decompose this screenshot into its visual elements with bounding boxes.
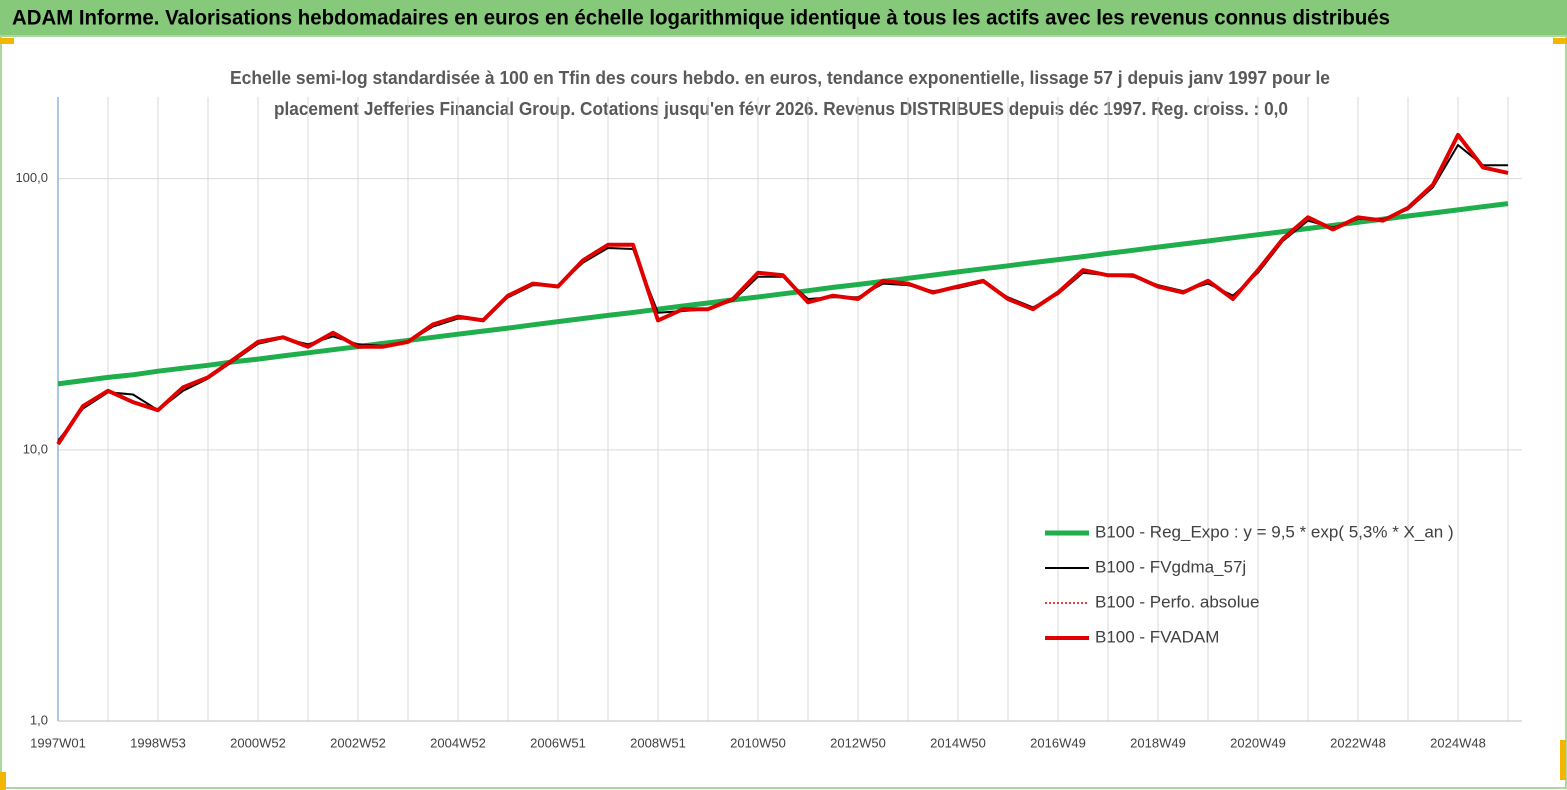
corner: [1560, 740, 1566, 780]
series-line: [57, 201, 1509, 387]
x-tick-label: 2008W51: [630, 735, 686, 750]
x-tick-label: 2004W52: [430, 735, 486, 750]
legend-label: B100 - FVADAM: [1095, 627, 1219, 646]
corner: [0, 38, 14, 44]
subtitle: Echelle semi-log standardisée à 100 en T…: [230, 68, 1330, 88]
x-tick-label: 2000W52: [230, 735, 286, 750]
x-tick-label: 2024W48: [1430, 735, 1486, 750]
x-tick-label: 2002W52: [330, 735, 386, 750]
y-tick-label: 10,0: [23, 441, 48, 456]
corner: [0, 772, 6, 790]
legend-label: B100 - Perfo. absolue: [1095, 592, 1259, 611]
x-tick-label: 1997W01: [30, 735, 86, 750]
x-tick-label: 2016W49: [1030, 735, 1086, 750]
x-tick-label: 2014W50: [930, 735, 986, 750]
x-tick-label: 2006W51: [530, 735, 586, 750]
series-line: [56, 132, 1509, 446]
corner: [1553, 38, 1567, 44]
x-tick-label: 2022W48: [1330, 735, 1386, 750]
legend-label: B100 - Reg_Expo : y = 9,5 * exp( 5,3% * …: [1095, 522, 1454, 541]
y-tick-label: 1,0: [30, 712, 48, 727]
x-tick-label: 2010W50: [730, 735, 786, 750]
chart-title: ADAM Informe. Valorisations hebdomadaire…: [12, 7, 1390, 30]
x-tick-label: 1998W53: [130, 735, 186, 750]
x-tick-label: 2020W49: [1230, 735, 1286, 750]
y-tick-label: 100,0: [15, 170, 48, 185]
x-tick-label: 2012W50: [830, 735, 886, 750]
frame: [0, 35, 1567, 789]
title-banner: [0, 0, 1567, 36]
x-tick-label: 2018W49: [1130, 735, 1186, 750]
legend-label: B100 - FVgdma_57j: [1095, 557, 1246, 576]
subtitle: placement Jefferies Financial Group. Cot…: [274, 99, 1288, 119]
